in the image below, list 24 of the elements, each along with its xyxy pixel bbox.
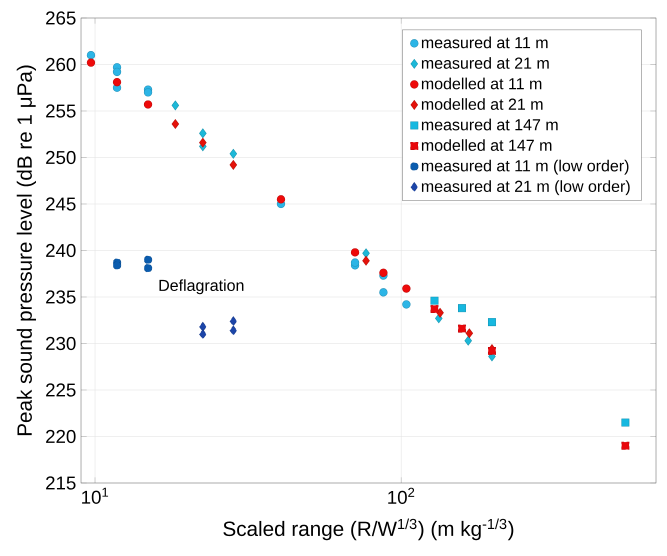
annotation: Deflagration [159,279,244,294]
legend-label: measured at 21 m [422,57,549,69]
y-tick-label: 230 [46,336,76,350]
y-tick-label: 235 [46,290,76,304]
y-tick-label: 260 [46,58,76,72]
y-tick-label: 220 [46,430,76,444]
y-tick-label: 240 [46,244,76,258]
y-tick-label: 255 [46,104,76,118]
x-axis-title: Scaled range (R/W$^{1/3}$) (m kg$^{-1/3}$) [223,518,514,540]
legend-label: modelled at 21 m [422,98,542,110]
y-tick-label: 250 [46,150,76,164]
y-axis-title: Peak sound pressure level (dB re 1 μPa) [16,66,36,436]
y-tick-label: 245 [46,197,76,211]
legend-label: measured at 21 m (low order) [422,180,630,196]
legend-label: measured at 11 m (low order) [422,160,628,175]
y-tick-label: 225 [46,383,76,397]
legend-label: modelled at 11 m [422,78,542,90]
x-tick-label: 10$^{2}$ [388,488,414,504]
legend-label: measured at 147 m [422,118,558,130]
legend-label: modelled at 147 m [422,139,552,151]
y-tick-label: 265 [46,11,76,25]
y-tick-label: 215 [46,476,76,490]
x-tick-label: 10$^{1}$ [82,488,108,504]
legend-label: measured at 11 m [422,36,548,48]
